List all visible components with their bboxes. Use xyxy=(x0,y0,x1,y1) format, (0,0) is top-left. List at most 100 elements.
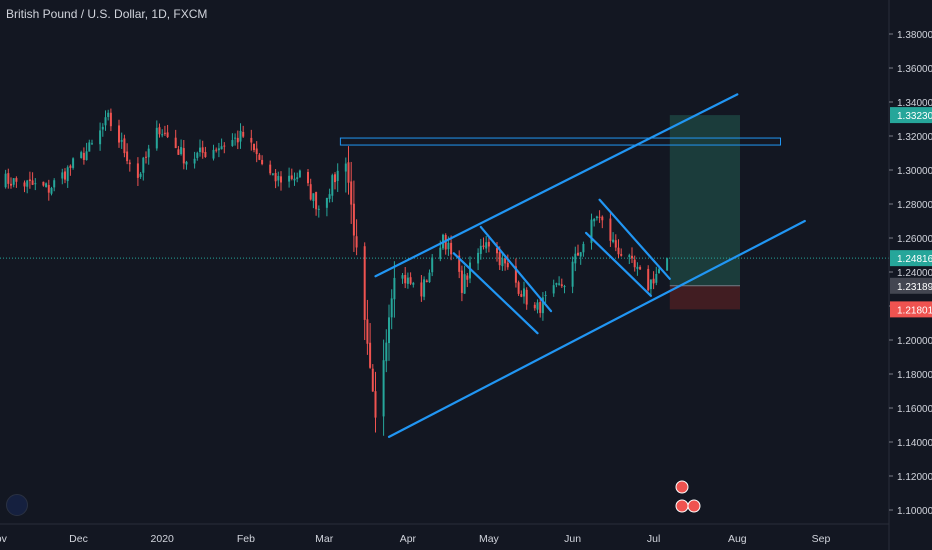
candle-body[interactable] xyxy=(317,208,320,210)
candle-body[interactable] xyxy=(639,267,642,270)
candle-body[interactable] xyxy=(34,183,37,185)
candle-body[interactable] xyxy=(350,181,353,205)
candle-body[interactable] xyxy=(298,170,301,178)
candle-body[interactable] xyxy=(177,149,180,155)
candle-body[interactable] xyxy=(504,258,507,264)
economic-event-icon[interactable] xyxy=(687,499,701,513)
candle-body[interactable] xyxy=(269,164,272,174)
candle-body[interactable] xyxy=(612,239,615,242)
candle-body[interactable] xyxy=(409,277,412,284)
candle-body[interactable] xyxy=(47,184,50,193)
candle-body[interactable] xyxy=(258,154,261,160)
candle-body[interactable] xyxy=(614,240,617,248)
candle-body[interactable] xyxy=(185,161,188,165)
candle-body[interactable] xyxy=(82,152,85,160)
candle-body[interactable] xyxy=(199,147,201,153)
candle-body[interactable] xyxy=(288,175,291,182)
candle-body[interactable] xyxy=(541,297,544,314)
candle-body[interactable] xyxy=(123,138,126,154)
candle-body[interactable] xyxy=(239,130,242,142)
trendline-channel-lower[interactable] xyxy=(387,219,806,438)
candle-body[interactable] xyxy=(215,149,218,151)
candle-body[interactable] xyxy=(193,158,196,164)
candle-body[interactable] xyxy=(469,262,471,279)
economic-event-icon[interactable] xyxy=(675,480,689,494)
candle-body[interactable] xyxy=(590,219,593,243)
candle-body[interactable] xyxy=(158,127,161,135)
candle-body[interactable] xyxy=(309,184,312,200)
candle-body[interactable] xyxy=(363,246,366,320)
candle-body[interactable] xyxy=(236,137,239,143)
candle-body[interactable] xyxy=(336,170,339,182)
candle-body[interactable] xyxy=(520,294,523,297)
candle-body[interactable] xyxy=(142,157,145,173)
candle-body[interactable] xyxy=(328,194,331,199)
candle-body[interactable] xyxy=(636,266,639,269)
candle-body[interactable] xyxy=(388,317,390,344)
candle-body[interactable] xyxy=(620,254,623,256)
candle-body[interactable] xyxy=(439,247,442,259)
candle-body[interactable] xyxy=(145,156,147,158)
candle-body[interactable] xyxy=(514,266,517,283)
candle-body[interactable] xyxy=(406,277,409,284)
candle-body[interactable] xyxy=(533,304,536,309)
candle-body[interactable] xyxy=(431,257,434,273)
candle-body[interactable] xyxy=(582,243,585,253)
candle-body[interactable] xyxy=(555,283,558,285)
trendline-flag2-upper[interactable] xyxy=(598,198,671,280)
candle-body[interactable] xyxy=(118,125,120,143)
candle-body[interactable] xyxy=(64,171,66,180)
candle-body[interactable] xyxy=(72,158,75,168)
candle-body[interactable] xyxy=(155,127,158,149)
candle-body[interactable] xyxy=(139,173,142,177)
candle-body[interactable] xyxy=(334,174,336,183)
candle-body[interactable] xyxy=(355,236,358,248)
candle-body[interactable] xyxy=(196,152,199,158)
candle-body[interactable] xyxy=(482,245,485,247)
candle-body[interactable] xyxy=(161,134,164,136)
candle-body[interactable] xyxy=(126,151,129,162)
candle-body[interactable] xyxy=(312,193,315,202)
candle-body[interactable] xyxy=(10,183,12,186)
candle-body[interactable] xyxy=(174,137,177,149)
candle-body[interactable] xyxy=(331,175,334,196)
candle-body[interactable] xyxy=(633,259,636,268)
candle-body[interactable] xyxy=(101,126,104,130)
candle-body[interactable] xyxy=(479,245,482,254)
candle-body[interactable] xyxy=(107,112,110,117)
candle-body[interactable] xyxy=(99,130,102,145)
candle-body[interactable] xyxy=(460,270,463,293)
candle-body[interactable] xyxy=(45,183,48,187)
candle-body[interactable] xyxy=(506,262,509,268)
candle-body[interactable] xyxy=(352,203,355,236)
candle-body[interactable] xyxy=(420,282,423,297)
candle-body[interactable] xyxy=(423,279,426,297)
candle-body[interactable] xyxy=(136,163,139,178)
candle-body[interactable] xyxy=(80,152,83,158)
candle-body[interactable] xyxy=(628,255,631,257)
tradingview-logo-icon[interactable] xyxy=(6,494,28,516)
candle-body[interactable] xyxy=(53,180,56,188)
candle-body[interactable] xyxy=(560,284,563,287)
candle-body[interactable] xyxy=(477,252,480,264)
candle-body[interactable] xyxy=(525,289,528,305)
candle-body[interactable] xyxy=(204,151,207,157)
candle-body[interactable] xyxy=(577,252,579,256)
resistance-zone-rectangle[interactable] xyxy=(339,137,781,146)
candle-body[interactable] xyxy=(544,295,547,297)
candle-body[interactable] xyxy=(466,275,469,280)
economic-event-icon[interactable] xyxy=(675,499,689,513)
candle-body[interactable] xyxy=(7,173,10,184)
candle-body[interactable] xyxy=(501,258,504,267)
candle-body[interactable] xyxy=(182,148,185,164)
candle-body[interactable] xyxy=(539,302,542,313)
candle-body[interactable] xyxy=(128,162,131,165)
candle-body[interactable] xyxy=(163,132,166,134)
candle-body[interactable] xyxy=(574,253,577,264)
candle-body[interactable] xyxy=(369,342,372,368)
candle-body[interactable] xyxy=(234,137,237,139)
candle-body[interactable] xyxy=(463,274,466,294)
candle-body[interactable] xyxy=(290,175,293,179)
candle-body[interactable] xyxy=(487,241,490,247)
candle-body[interactable] xyxy=(485,242,488,249)
